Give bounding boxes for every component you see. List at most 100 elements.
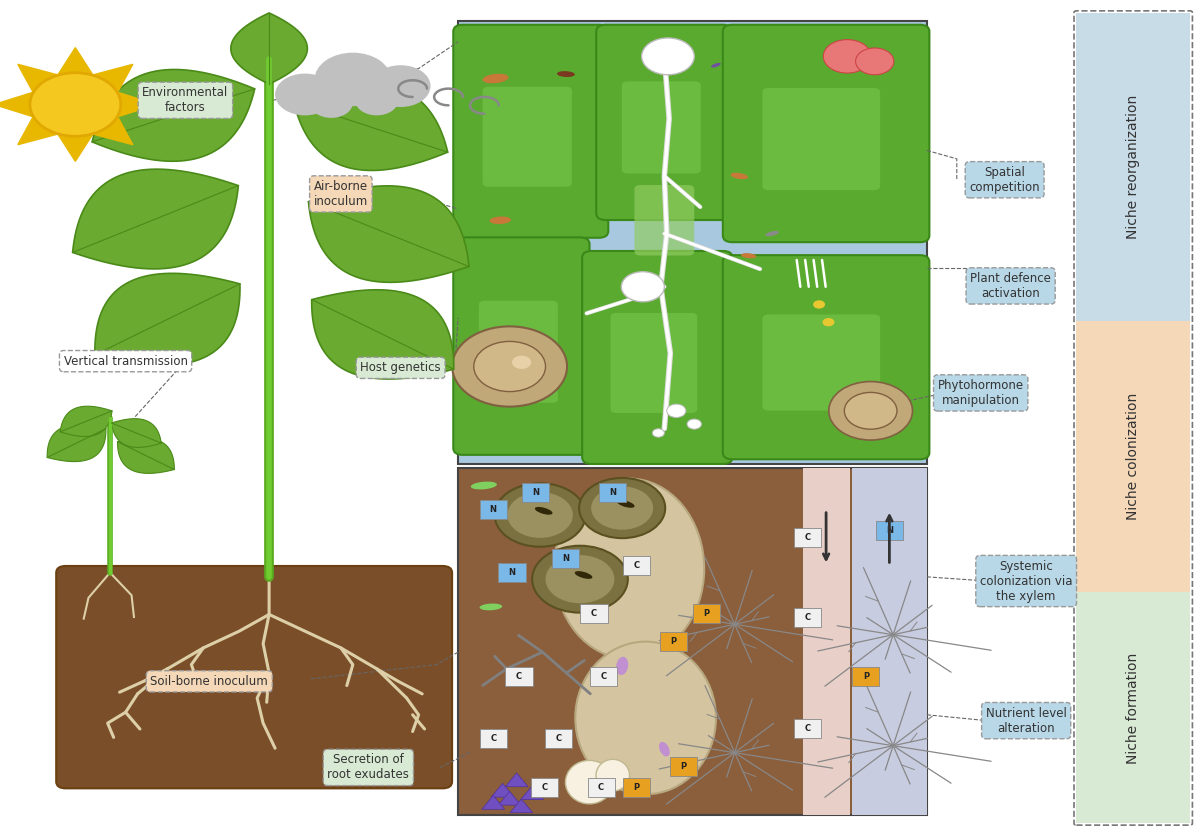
Circle shape (579, 478, 665, 538)
FancyBboxPatch shape (56, 566, 452, 788)
Text: C: C (804, 724, 811, 733)
Text: C: C (804, 613, 811, 622)
Text: Niche reorganization: Niche reorganization (1127, 94, 1140, 239)
Circle shape (666, 404, 685, 417)
Text: Spatial
competition: Spatial competition (969, 166, 1041, 194)
Ellipse shape (554, 478, 704, 659)
Circle shape (652, 429, 664, 437)
Text: C: C (490, 734, 496, 743)
Text: Niche colonization: Niche colonization (1127, 393, 1140, 520)
Text: N: N (886, 526, 893, 535)
Circle shape (452, 326, 567, 406)
Text: Niche formation: Niche formation (1127, 652, 1140, 763)
Polygon shape (60, 406, 112, 436)
Ellipse shape (731, 173, 749, 179)
Circle shape (591, 487, 653, 530)
FancyBboxPatch shape (597, 25, 732, 220)
Text: Plant defence
activation: Plant defence activation (970, 272, 1051, 300)
FancyBboxPatch shape (610, 313, 697, 413)
Bar (803, 468, 849, 815)
Text: N: N (489, 505, 496, 514)
Text: C: C (556, 734, 562, 743)
Text: C: C (598, 782, 604, 792)
Circle shape (512, 355, 531, 369)
Circle shape (813, 300, 825, 308)
Polygon shape (312, 290, 453, 379)
Ellipse shape (575, 642, 716, 794)
Circle shape (315, 53, 391, 106)
Circle shape (855, 48, 893, 74)
Text: Secretion of
root exudates: Secretion of root exudates (328, 753, 409, 782)
FancyBboxPatch shape (453, 25, 609, 237)
Ellipse shape (489, 217, 511, 224)
Text: C: C (542, 782, 548, 792)
Circle shape (355, 85, 398, 115)
Text: Nutrient level
alteration: Nutrient level alteration (986, 706, 1067, 735)
Text: C: C (633, 561, 640, 570)
Polygon shape (73, 169, 238, 269)
Text: C: C (515, 672, 523, 681)
Bar (852, 468, 927, 815)
Circle shape (823, 39, 871, 73)
Text: Soil-borne inoculum: Soil-borne inoculum (151, 675, 268, 688)
Text: N: N (562, 554, 569, 563)
Bar (458, 21, 927, 464)
FancyBboxPatch shape (453, 237, 590, 455)
Polygon shape (57, 134, 93, 161)
Circle shape (532, 546, 628, 613)
Ellipse shape (471, 482, 496, 489)
Ellipse shape (480, 604, 502, 610)
FancyBboxPatch shape (722, 25, 929, 242)
FancyBboxPatch shape (483, 87, 572, 186)
Polygon shape (294, 84, 447, 171)
Ellipse shape (566, 761, 614, 804)
Text: N: N (609, 488, 616, 497)
Ellipse shape (535, 507, 553, 515)
Ellipse shape (742, 253, 756, 258)
FancyBboxPatch shape (722, 255, 929, 459)
Ellipse shape (482, 74, 508, 84)
Circle shape (687, 419, 701, 429)
Bar (1076, 13, 1190, 321)
Circle shape (310, 88, 353, 118)
Polygon shape (111, 419, 161, 447)
Polygon shape (92, 64, 133, 93)
Polygon shape (92, 116, 133, 145)
Text: Host genetics: Host genetics (360, 361, 441, 375)
Text: P: P (862, 672, 869, 681)
Circle shape (844, 392, 897, 429)
Circle shape (474, 341, 545, 391)
Bar (1076, 593, 1190, 823)
Ellipse shape (712, 63, 721, 68)
Text: C: C (804, 533, 811, 542)
Circle shape (641, 38, 694, 74)
Text: P: P (633, 782, 640, 792)
Text: Systemic
colonization via
the xylem: Systemic colonization via the xylem (980, 559, 1073, 603)
Polygon shape (0, 92, 33, 117)
Polygon shape (94, 273, 240, 365)
Text: Air-borne
inoculum: Air-borne inoculum (313, 180, 368, 208)
Text: C: C (600, 672, 606, 681)
Text: Vertical transmission: Vertical transmission (63, 354, 188, 368)
Circle shape (371, 65, 431, 107)
Ellipse shape (617, 500, 635, 507)
Ellipse shape (575, 571, 592, 579)
Circle shape (275, 74, 335, 115)
Text: Phytohormone
manipulation: Phytohormone manipulation (938, 379, 1024, 407)
Bar (458, 468, 927, 815)
FancyBboxPatch shape (622, 81, 701, 174)
Ellipse shape (616, 657, 628, 675)
Text: P: P (671, 637, 677, 646)
FancyBboxPatch shape (763, 88, 880, 190)
Text: Environmental
factors: Environmental factors (142, 86, 228, 115)
Text: P: P (703, 609, 709, 619)
Circle shape (495, 483, 586, 547)
Ellipse shape (765, 231, 779, 237)
Polygon shape (47, 425, 106, 461)
FancyBboxPatch shape (763, 314, 880, 410)
Text: C: C (591, 609, 597, 619)
Text: N: N (508, 568, 515, 577)
Circle shape (621, 272, 664, 302)
Polygon shape (92, 69, 255, 161)
Text: N: N (532, 488, 539, 497)
